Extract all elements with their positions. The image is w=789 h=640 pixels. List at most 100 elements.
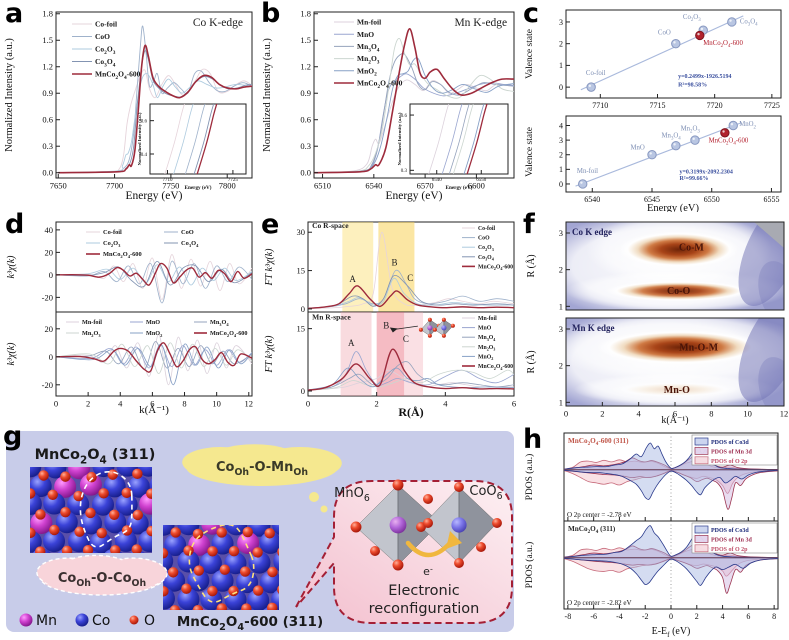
x-tick-label: 7700 (106, 181, 123, 191)
point-label: CoO (658, 30, 671, 37)
x-tick-label: 0 (54, 399, 58, 409)
x-tick-label: 8 (182, 399, 186, 409)
valence-state-chart: 7710 7715 7720 7725 0 1 2 3 Valence state Co-foil… (525, 9, 782, 212)
panel-h-pdos: PDOS (a.u.) MnCo2O4-600 (311) O 2p center … (520, 425, 789, 640)
panel-letter-a: a (5, 0, 24, 29)
y-axis-label: R (Å) (525, 254, 537, 277)
legend-label: CoO (95, 32, 110, 41)
inset-lines (428, 104, 488, 174)
x-tick-label: 6550 (704, 195, 720, 204)
x-tick-label: 10 (743, 409, 752, 419)
x-tick-label: 2 (695, 612, 699, 621)
y-tick-label: 0.4 (141, 153, 148, 158)
chart-annotation: B (383, 321, 389, 331)
y-axis-label: PDOS (a.u.) (524, 454, 535, 501)
x-tick-label: 12 (780, 409, 789, 419)
heatmap-area (566, 222, 784, 310)
x-tick-label: 6570 (417, 181, 434, 191)
legend-label: Co2O3 (103, 240, 121, 248)
electron-transfer-arrow (405, 540, 453, 558)
o-legend-label: O (144, 613, 155, 629)
legend-label: Mn2O3 (478, 345, 495, 352)
y-axis-label: Valence state (525, 29, 535, 79)
x-tick-label: 6550 (476, 178, 487, 183)
x-tick-label: 6540 (584, 195, 600, 204)
x-tick-label: 7720 (707, 101, 723, 110)
legend-label: PDOS of Co3d (711, 528, 749, 534)
legend-label: MnO (146, 319, 160, 326)
chart-annotation: A (349, 274, 356, 284)
y-tick-label: 3 (559, 228, 563, 238)
legend-label: Mn-foil (82, 319, 102, 326)
series-line (308, 269, 514, 309)
cooh-o-mnoh-label: CoOh-O-MnOh (216, 460, 308, 478)
y-tick-label: 0.9 (42, 88, 53, 98)
series-line (56, 260, 252, 304)
heatmap-title: Co K edge (572, 227, 612, 237)
y-tick-label: 2 (559, 265, 563, 275)
chart-annotation: Mn R-space (312, 312, 351, 321)
legend-label: PDOS of Mn 3d (711, 449, 753, 455)
plot-frame (149, 103, 247, 175)
mn-xanes-chart: 6510 6540 6570 66000.00.30.60.91.21.51.8Ene… (262, 9, 515, 202)
inset-lines (164, 104, 218, 174)
x-axis-label: R(Å) (398, 405, 423, 419)
point-label: MnO2 (739, 121, 756, 130)
x-tick-label: 4 (443, 399, 448, 409)
plot-frame (55, 221, 253, 313)
legend-label: MnCo2O4-600 (478, 364, 513, 371)
legend-label: MnO2 (146, 330, 163, 338)
x-tick-label: 7710 (162, 178, 173, 183)
legend-label: Co-foil (95, 20, 117, 29)
data-point (671, 38, 681, 49)
legend-label: Co-foil (103, 229, 122, 236)
inset-x-label: Energy (eV) (185, 184, 212, 191)
x-tick-label: 8 (709, 409, 713, 419)
plot-frame (565, 115, 782, 193)
y-tick-label: 15 (297, 266, 306, 276)
y-axis-label: FT k³χ(k) (264, 335, 275, 374)
atomic-lattice (30, 467, 152, 553)
inset-y-label: Normalized Intensity (a.u.) (397, 112, 402, 165)
legend-label: PDOS of O 2p (711, 459, 748, 465)
legend-swatch (694, 535, 709, 543)
x-tick-label: 6510 (314, 181, 331, 191)
electronic-label: Electronic (388, 583, 460, 599)
x-tick-label: 8 (772, 612, 776, 621)
y-tick-label: 2 (559, 361, 563, 371)
y-axis-label: Normalized Intensity (a.u.) (4, 38, 15, 152)
series-line (308, 277, 514, 309)
series-line (58, 44, 252, 174)
heatmap-feature-label: Mn-O-M (679, 342, 718, 353)
point-label: MnO (630, 145, 644, 152)
o2p-center-annotation: O 2p center = -2.82 eV (567, 599, 632, 607)
x-tick-label: 6540 (432, 178, 443, 183)
o-legend-dot (129, 615, 139, 625)
y-tick-label: 1.2 (42, 62, 53, 72)
data-point (695, 30, 705, 41)
legend-label: Mn3O4 (357, 42, 380, 53)
legend-label: PDOS of Mn 3d (711, 537, 753, 543)
pdos-title: MnCo2O4 (311) (568, 525, 616, 535)
co-legend-dot (75, 613, 89, 627)
legend-label: Co2O3 (478, 245, 494, 252)
pdos-chart: PDOS (a.u.) MnCo2O4-600 (311) O 2p center … (524, 432, 779, 639)
data-point (690, 135, 700, 145)
data-point (720, 128, 730, 138)
series-line (308, 231, 514, 309)
inset-x-label: Energy (eV) (446, 184, 473, 191)
series-line (308, 348, 514, 391)
surface-site-outline (79, 470, 133, 548)
x-tick-label: 2 (86, 399, 90, 409)
reconfiguration-label: reconfiguration (369, 601, 480, 617)
y-tick-label: 1 (559, 61, 563, 70)
fit-equation: y=0.3199x-2092.2304 (679, 169, 732, 175)
y-tick-label: 1.8 (300, 9, 311, 19)
panel-c-valence: 7710 7715 7720 7725 0 1 2 3 Valence state Co-foil… (520, 0, 789, 212)
x-tick-label: -4 (616, 612, 623, 621)
x-tick-label: 7800 (219, 181, 236, 191)
x-tick-label: 10 (212, 399, 221, 409)
